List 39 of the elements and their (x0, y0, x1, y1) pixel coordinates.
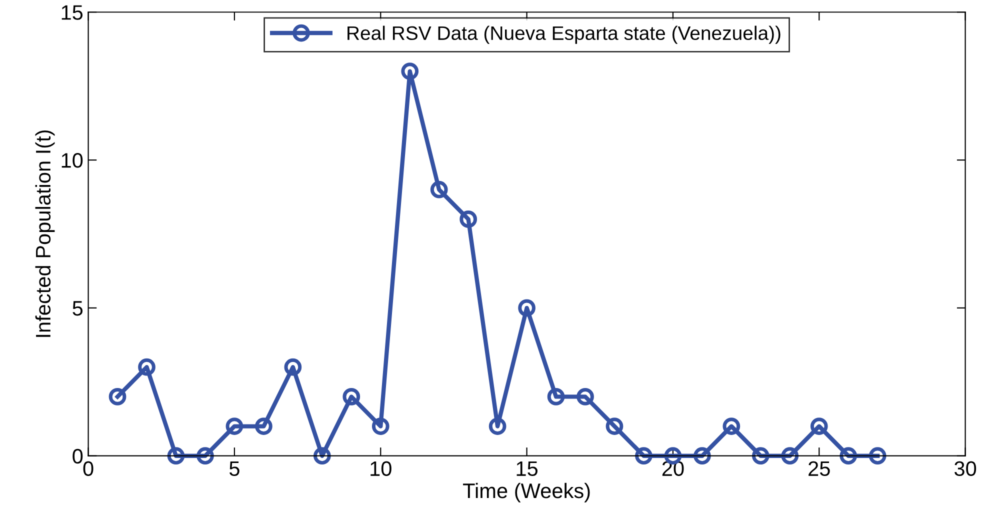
point (518, 299, 536, 317)
point (108, 388, 126, 406)
point (576, 388, 594, 406)
point (372, 418, 390, 435)
y-tick-label: 15 (62, 5, 83, 20)
x-tick-label: 0 (83, 461, 94, 476)
point (781, 447, 799, 465)
x-tick-label: 10 (370, 461, 392, 476)
point (840, 447, 858, 465)
point (255, 418, 272, 435)
x-tick-label: 5 (230, 461, 240, 476)
y-tick-label: 5 (72, 301, 83, 316)
y-tick-label: 0 (72, 448, 83, 464)
point (313, 447, 331, 465)
point (868, 447, 886, 465)
point (284, 358, 302, 376)
point (226, 418, 244, 435)
point (722, 418, 740, 435)
x-axis-title: Time (Weeks) (463, 482, 590, 502)
x-tick-label: 15 (516, 461, 538, 476)
x-tick-label: 30 (954, 461, 976, 476)
legend-label: Real RSV Data (Nueva Esparta state (Venezuela)) (348, 26, 780, 44)
point (401, 62, 419, 80)
point (547, 388, 565, 406)
x-tick-label: 25 (808, 461, 830, 476)
point (635, 447, 652, 465)
point (810, 418, 828, 435)
point (488, 418, 506, 435)
point (138, 358, 156, 376)
point (430, 180, 448, 198)
point (196, 447, 214, 465)
point (606, 418, 624, 435)
point (167, 447, 185, 465)
point (342, 388, 360, 406)
point (694, 447, 711, 465)
y-tick-label: 10 (62, 153, 83, 168)
point (460, 210, 478, 228)
y-axis-title: Infected Population I(t) (35, 130, 55, 337)
point (752, 447, 770, 465)
